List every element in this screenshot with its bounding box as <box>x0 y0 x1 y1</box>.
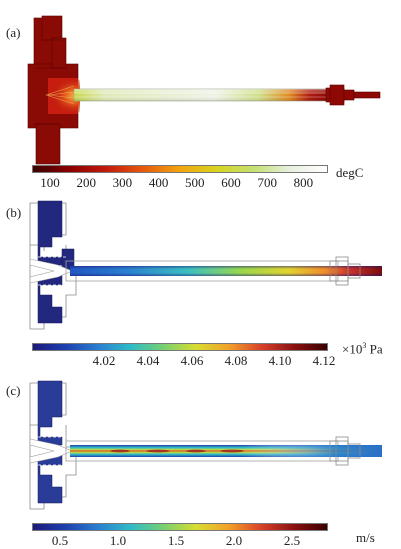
colorbar-ticks: 0.5 1.0 1.5 2.0 2.5 <box>32 533 332 548</box>
colorbar-tick-label: 1.5 <box>167 533 185 548</box>
colorbar-tick-label: 200 <box>76 175 96 190</box>
colorbar-tick-label: 4.06 <box>180 353 204 368</box>
nozzle-v <box>29 438 73 464</box>
pressure-field-plot <box>29 200 382 330</box>
colorbar-tick-label: 4.10 <box>268 353 292 368</box>
outlet-fitting <box>325 84 381 106</box>
colorbar-tick-label: 4.08 <box>224 353 248 368</box>
colorbar-tick-label: 0.5 <box>51 533 69 548</box>
velocity-field-plot <box>29 380 382 510</box>
nozzle-v <box>29 258 73 284</box>
colorbar-tick-label: 2.0 <box>225 533 243 548</box>
colorbar-tick-label: 700 <box>257 175 277 190</box>
colorbar-unit: ×103 Pa <box>342 341 383 357</box>
panel-a-temperature: (a) <box>0 0 401 190</box>
colorbar <box>32 523 328 531</box>
colorbar-tick-label: 400 <box>148 175 169 190</box>
temperature-field-plot <box>27 15 381 165</box>
panel-b-pressure: (b) <box>0 195 401 375</box>
colorbar-tick-label: 800 <box>293 175 314 190</box>
colorbar-unit: m/s <box>356 530 375 545</box>
colorbar-tick-label: 100 <box>40 175 60 190</box>
fluid-region <box>37 380 63 504</box>
outlet-fitting <box>329 256 361 286</box>
colorbar <box>32 343 328 351</box>
colorbar-unit: degC <box>336 165 364 180</box>
colorbar-tick-label: 4.02 <box>92 353 116 368</box>
panel-label: (a) <box>6 25 21 40</box>
colorbar-ticks: 4.02 4.04 4.06 4.08 4.10 4.12 <box>32 353 336 368</box>
panel-label: (c) <box>6 383 21 398</box>
colorbar-tick-label: 4.04 <box>136 353 160 368</box>
panel-label: (b) <box>6 205 22 220</box>
panel-c-velocity: (c) <box>0 375 401 548</box>
colorbar-tick-label: 300 <box>112 175 133 190</box>
colorbar-ticks: 100 200 300 400 500 600 700 800 <box>32 175 332 190</box>
colorbar-tick-label: 500 <box>185 175 205 190</box>
fluid-region <box>37 200 75 324</box>
colorbar-tick-label: 1.0 <box>109 533 127 548</box>
colorbar <box>32 165 328 173</box>
colorbar-tick-label: 2.5 <box>283 533 301 548</box>
outlet-fitting <box>329 436 361 466</box>
colorbar-tick-label: 4.12 <box>312 353 336 368</box>
colorbar-tick-label: 600 <box>221 175 241 190</box>
